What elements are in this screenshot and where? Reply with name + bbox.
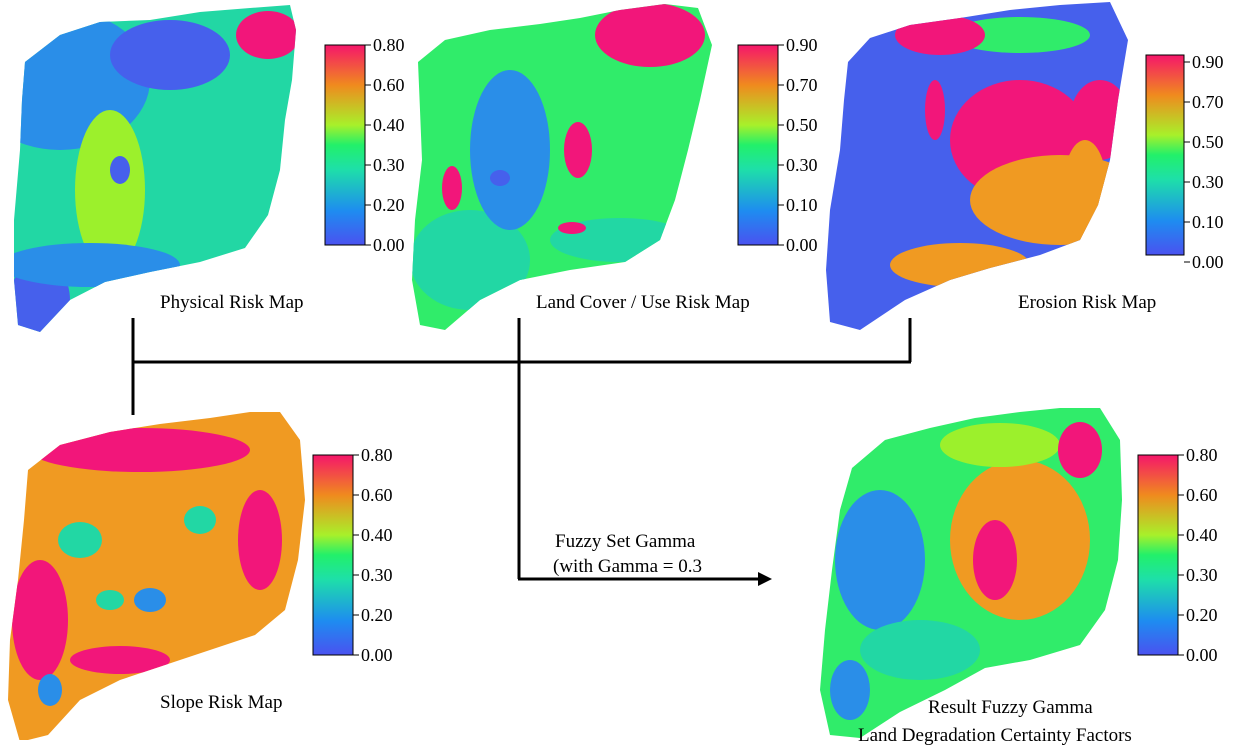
map-region [184,506,216,534]
landcover-risk-panel: 0.90 0.70 0.50 0.30 0.10 0.00 Land Cover / Us… [412,4,818,330]
colorbar-tick-label: 0.40 [1186,525,1218,545]
result-colorbar [1137,454,1179,656]
colorbar-tick-label: 0.00 [373,235,405,255]
colorbar-tick-label: 0.30 [1186,565,1218,585]
colorbar-tick-label: 0.90 [1192,52,1224,72]
map-region [595,4,705,67]
slope-colorbar [312,454,354,656]
colorbar-tick-label: 0.60 [373,75,405,95]
slope-risk-map [8,412,305,740]
map-region [1063,140,1107,240]
physical-risk-map [14,5,296,332]
colorbar-tick-label: 0.40 [361,525,393,545]
colorbar-tick-label: 0.30 [373,155,405,175]
colorbar-tick-label: 0.80 [361,445,393,465]
colorbar-tick-label: 0.00 [1192,252,1224,272]
colorbar-tick-label: 0.00 [1186,645,1218,665]
operation-label-line-1: Fuzzy Set Gamma [555,531,696,552]
map-region [442,166,462,210]
landcover-colorbar [737,44,779,246]
physical-colorbar [324,44,366,246]
colorbar-tick-label: 0.60 [1186,485,1218,505]
map-region [412,210,530,310]
map-region [950,17,1090,53]
colorbar-tick-label: 0.30 [786,155,818,175]
map-region [973,520,1017,600]
map-region [30,428,250,472]
result-panel: 0.80 0.60 0.40 0.30 0.20 0.00 Result Fuzzy Ga… [820,408,1218,746]
colorbar-tick-label: 0.80 [1186,445,1218,465]
map-region [75,110,145,270]
colorbar-tick-label: 0.50 [786,115,818,135]
map-region [558,222,586,234]
map-region [830,660,870,720]
map-region [835,490,925,630]
map-region [110,20,230,90]
arrowhead-to-result [758,572,772,586]
erosion-colorbar [1145,54,1185,256]
landcover-risk-caption: Land Cover / Use Risk Map [536,292,750,313]
slope-risk-caption: Slope Risk Map [160,692,282,713]
map-region [950,460,1090,620]
colorbar-tick-label: 0.10 [786,195,818,215]
physical-risk-panel: 0.80 0.60 0.40 0.30 0.20 0.00 Physical Risk M… [14,5,405,332]
map-region [236,11,296,59]
map-region [134,588,166,612]
map-region [110,156,130,184]
colorbar-tick-label: 0.10 [1192,212,1224,232]
map-region [470,70,550,230]
map-region [940,423,1060,467]
connector-lines [131,318,912,581]
map-region [925,80,945,140]
map-region [895,15,985,55]
operation-label-line-2: (with Gamma = 0.3 [553,556,702,577]
physical-risk-caption: Physical Risk Map [160,292,304,313]
colorbar-tick-label: 0.00 [361,645,393,665]
colorbar-tick-label: 0.20 [361,605,393,625]
map-region [58,522,102,558]
map-region [970,155,1128,245]
colorbar-tick-label: 0.40 [373,115,405,135]
colorbar-tick-label: 0.30 [1192,172,1224,192]
erosion-risk-panel: 0.90 0.70 0.50 0.30 0.10 0.00 Erosion Risk Ma… [826,2,1224,330]
colorbar-tick-label: 0.00 [786,235,818,255]
map-region [14,243,180,287]
result-caption-line-1: Result Fuzzy Gamma [928,697,1093,718]
slope-risk-panel: 0.80 0.60 0.40 0.30 0.20 0.00 Slope Risk Map [8,412,393,740]
erosion-risk-caption: Erosion Risk Map [1018,292,1156,313]
colorbar-tick-label: 0.20 [1186,605,1218,625]
colorbar-tick-label: 0.50 [1192,132,1224,152]
map-region [860,620,980,680]
colorbar-tick-label: 0.70 [1192,92,1224,112]
colorbar-tick-label: 0.30 [361,565,393,585]
map-region [490,170,510,186]
colorbar-tick-label: 0.90 [786,35,818,55]
erosion-risk-map [826,2,1128,330]
result-caption-line-2: Land Degradation Certainty Factors [858,725,1132,746]
map-region [38,674,62,706]
colorbar-tick-label: 0.20 [373,195,405,215]
map-region [1058,422,1102,478]
colorbar-tick-label: 0.80 [373,35,405,55]
colorbar-tick-label: 0.70 [786,75,818,95]
map-region [12,560,68,680]
map-region [96,590,124,610]
colorbar-tick-label: 0.60 [361,485,393,505]
map-region [564,122,592,178]
map-region [890,243,1030,287]
landcover-risk-map [412,4,712,330]
map-region [70,646,170,674]
map-region [238,490,282,590]
result-fuzzy-gamma-map [820,408,1122,738]
